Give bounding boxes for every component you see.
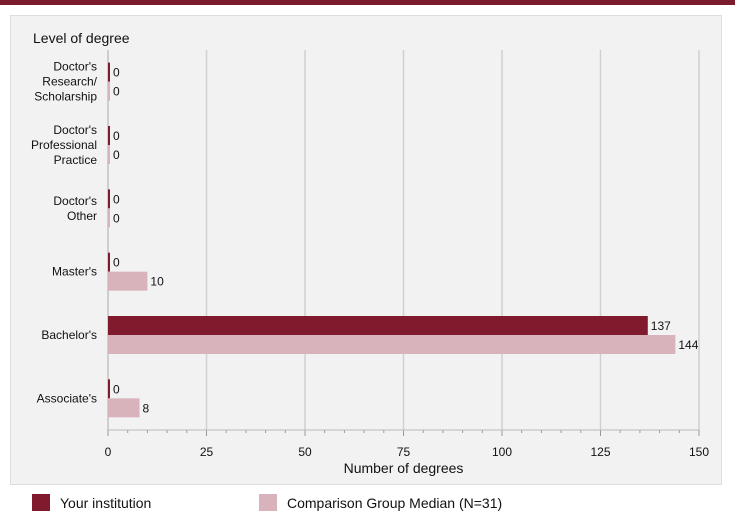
bars — [108, 62, 676, 418]
bar-0-series-1 — [108, 81, 110, 101]
category-label-3: Master's — [52, 265, 97, 279]
bar-0-series-0 — [108, 62, 110, 82]
bar-4-series-0 — [108, 316, 648, 335]
value-label-3-series-1: 10 — [150, 275, 164, 289]
x-tick-label-125: 125 — [590, 445, 610, 459]
x-tick-label-75: 75 — [397, 445, 411, 459]
legend-swatch-comparison-group — [259, 494, 277, 511]
legend-label-your-institution: Your institution — [60, 494, 152, 511]
bar-1-series-0 — [108, 126, 110, 145]
bar-3-series-1 — [108, 271, 148, 291]
legend-item-comparison-group: Comparison Group Median (N=31) — [259, 494, 502, 511]
bar-3-series-0 — [108, 252, 110, 272]
category-label-line: Doctor's — [53, 194, 97, 208]
value-label-4-series-0: 137 — [651, 319, 671, 333]
x-tick-label-100: 100 — [492, 445, 512, 459]
value-label-0-series-1: 0 — [113, 85, 120, 99]
category-label-5: Associate's — [37, 391, 97, 405]
category-label-line: Professional — [31, 138, 97, 152]
legend-item-your-institution: Your institution — [32, 494, 151, 511]
legend-label-comparison-group: Comparison Group Median (N=31) — [287, 494, 503, 511]
category-label-line: Doctor's — [53, 60, 97, 74]
value-label-4-series-1: 144 — [678, 338, 698, 352]
value-label-5-series-1: 8 — [143, 401, 150, 415]
x-tick-label-25: 25 — [200, 445, 214, 459]
category-label-line: Master's — [52, 265, 97, 279]
bar-2-series-1 — [108, 208, 110, 228]
bar-5-series-1 — [108, 398, 140, 418]
bar-5-series-0 — [108, 379, 110, 399]
x-tick-label-50: 50 — [298, 445, 312, 459]
legend: Your institution Comparison Group Median… — [0, 486, 735, 516]
value-label-1-series-0: 0 — [113, 129, 120, 143]
category-label-2: Doctor's Other — [53, 194, 97, 223]
category-label-line: Associate's — [37, 391, 97, 405]
category-label-line: Doctor's — [53, 123, 97, 137]
grid-lines — [107, 50, 700, 436]
y-axis-title: Level of degree — [33, 30, 130, 46]
value-label-2-series-0: 0 — [113, 192, 120, 206]
category-label-1: Doctor's Professional Practice — [31, 123, 97, 167]
value-label-1-series-1: 0 — [113, 148, 120, 162]
header-accent-bar — [0, 0, 735, 5]
x-tick-label-150: 150 — [689, 445, 709, 459]
value-label-5-series-0: 0 — [113, 382, 120, 396]
value-label-3-series-0: 0 — [113, 256, 120, 270]
category-label-line: Practice — [54, 153, 98, 167]
value-label-0-series-0: 0 — [113, 66, 120, 80]
x-tick-label-0: 0 — [105, 445, 112, 459]
category-label-line: Bachelor's — [41, 328, 97, 342]
category-label-line: Scholarship — [34, 90, 97, 104]
bar-1-series-1 — [108, 145, 110, 164]
bar-2-series-0 — [108, 189, 110, 209]
value-label-2-series-1: 0 — [113, 211, 120, 225]
bar-4-series-1 — [108, 335, 676, 354]
category-label-line: Other — [67, 209, 97, 223]
category-label-4: Bachelor's — [41, 328, 97, 342]
category-label-line: Research/ — [42, 75, 97, 89]
x-axis-title: Number of degrees — [344, 460, 464, 476]
category-label-0: Doctor's Research/Scholarship — [34, 60, 97, 104]
legend-swatch-your-institution — [32, 494, 50, 511]
